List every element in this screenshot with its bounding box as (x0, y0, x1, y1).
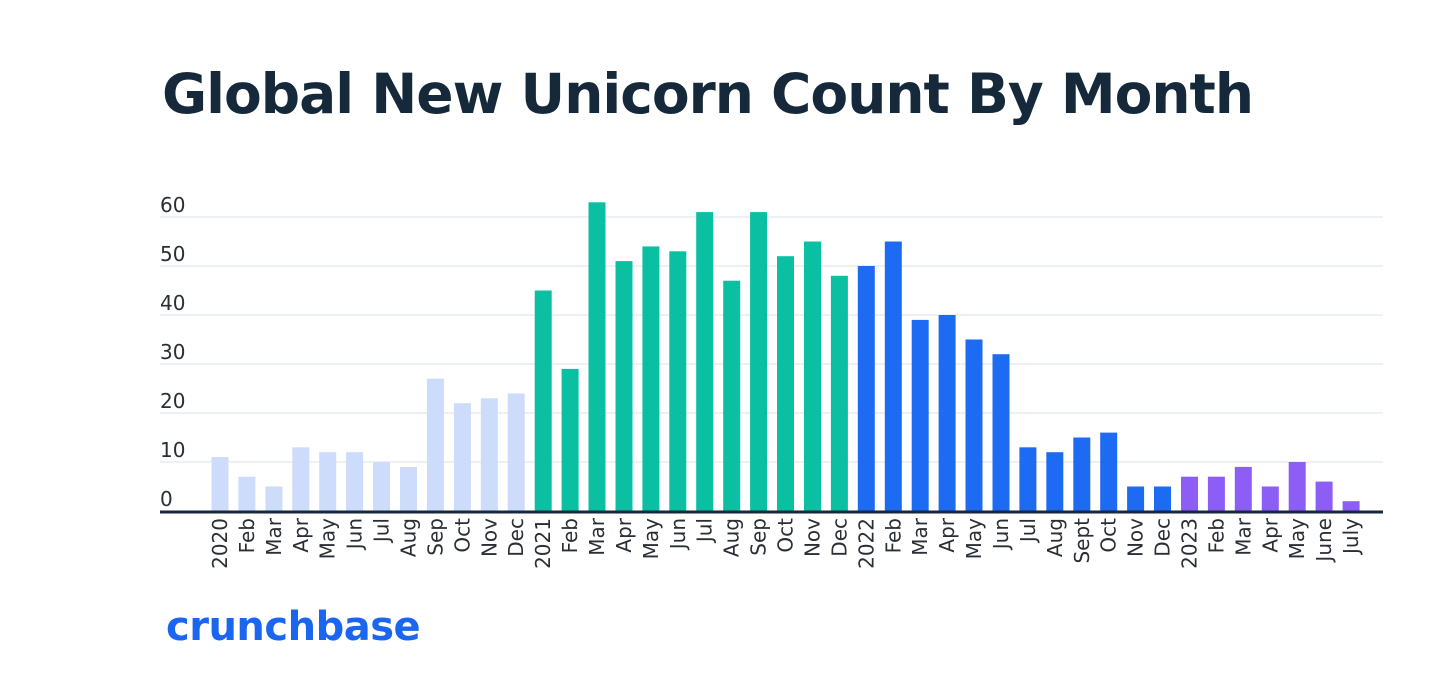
x-tick-label: Mar (585, 517, 609, 556)
x-tick-label: May (1285, 518, 1309, 560)
x-tick-label: Dec (504, 518, 528, 557)
x-tick-label: July (1339, 518, 1363, 556)
y-tick-label: 0 (160, 487, 173, 511)
x-tick-label: Feb (881, 518, 905, 553)
x-tick-label: 2022 (854, 518, 878, 569)
x-tick-label: 2021 (531, 518, 555, 569)
x-tick-label: Jul (693, 518, 717, 544)
x-tick-label: Dec (827, 518, 851, 557)
x-tick-label: Feb (558, 518, 582, 553)
bar (319, 452, 337, 511)
x-tick-label: Jun (666, 518, 690, 551)
bar (1127, 486, 1145, 511)
x-tick-label: Oct (450, 518, 474, 553)
bar (1154, 486, 1171, 511)
x-tick-label: Feb (1204, 518, 1228, 553)
x-tick-label: Jul (1016, 518, 1040, 544)
x-tick-label: Feb (235, 518, 259, 553)
x-tick-label: May (962, 518, 986, 560)
y-tick-label: 50 (160, 242, 185, 266)
x-tick-label: Nov (801, 518, 825, 557)
bar (750, 212, 768, 511)
bar (723, 280, 741, 511)
x-tick-label: Mar (262, 517, 286, 556)
bar (615, 261, 633, 511)
bar (1234, 466, 1252, 511)
x-tick-label: May (316, 518, 340, 560)
bar (373, 462, 391, 511)
x-tick-label: Aug (1043, 518, 1067, 557)
bar (346, 452, 364, 511)
bar (480, 398, 498, 511)
bar (669, 251, 687, 512)
bar (642, 246, 660, 511)
bar (938, 315, 956, 511)
x-tick-label: Mar (1231, 517, 1255, 556)
bar (777, 256, 794, 511)
bar (1181, 476, 1198, 511)
y-tick-label: 20 (160, 389, 185, 413)
x-tick-label: Apr (935, 517, 959, 552)
bar (426, 378, 444, 511)
x-tick-label: Sept (1070, 518, 1094, 564)
x-tick-label: Mar (908, 517, 932, 556)
chart-title: Global New Unicorn Count By Month (162, 62, 1254, 126)
bar (1100, 432, 1118, 511)
y-tick-label: 60 (160, 193, 185, 217)
bar (1342, 501, 1360, 511)
x-tick-label: Apr (612, 517, 636, 552)
x-tick-label: Sep (747, 518, 771, 556)
bar (238, 476, 256, 511)
x-tick-label: Jun (989, 518, 1013, 551)
bar (1261, 486, 1279, 511)
bar (992, 354, 1010, 511)
bar (1315, 481, 1333, 511)
bar (292, 447, 310, 511)
bar (507, 393, 525, 511)
y-tick-label: 30 (160, 340, 185, 364)
bar (400, 466, 417, 511)
x-tick-label: Aug (720, 518, 744, 557)
bar (265, 486, 283, 511)
x-tick-label: Aug (397, 518, 421, 557)
bar (1207, 476, 1225, 511)
x-tick-label: 2023 (1178, 518, 1202, 569)
bar (1046, 452, 1064, 511)
x-tick-label: Oct (1097, 518, 1121, 553)
bar (588, 202, 606, 512)
bar (965, 339, 983, 511)
y-tick-label: 10 (160, 438, 185, 462)
bar (696, 212, 714, 511)
x-tick-label: Sep (423, 518, 447, 556)
x-tick-label: Apr (289, 517, 313, 552)
x-tick-label: Jun (343, 518, 367, 551)
x-tick-label: Jul (370, 518, 394, 544)
x-tick-label: Oct (774, 518, 798, 553)
bar (911, 319, 929, 511)
x-tick-label: Apr (1258, 517, 1282, 552)
x-tick-label: Nov (1124, 518, 1148, 557)
bar (534, 290, 552, 511)
x-tick-label: June (1312, 518, 1336, 564)
x-tick-label: 2020 (208, 518, 232, 569)
x-tick-label: Dec (1151, 518, 1175, 557)
bar (830, 275, 848, 511)
x-tick-label: May (639, 518, 663, 560)
crunchbase-logo: crunchbase (166, 604, 421, 650)
bar (1019, 447, 1037, 511)
bar (453, 403, 471, 511)
bar (1288, 462, 1306, 511)
x-tick-label: Nov (477, 518, 501, 557)
bar (1073, 437, 1091, 511)
bar (857, 266, 875, 511)
bar (884, 241, 902, 511)
bar (561, 368, 579, 511)
bar (211, 457, 229, 511)
bar (804, 241, 821, 511)
y-tick-label: 40 (160, 291, 185, 315)
